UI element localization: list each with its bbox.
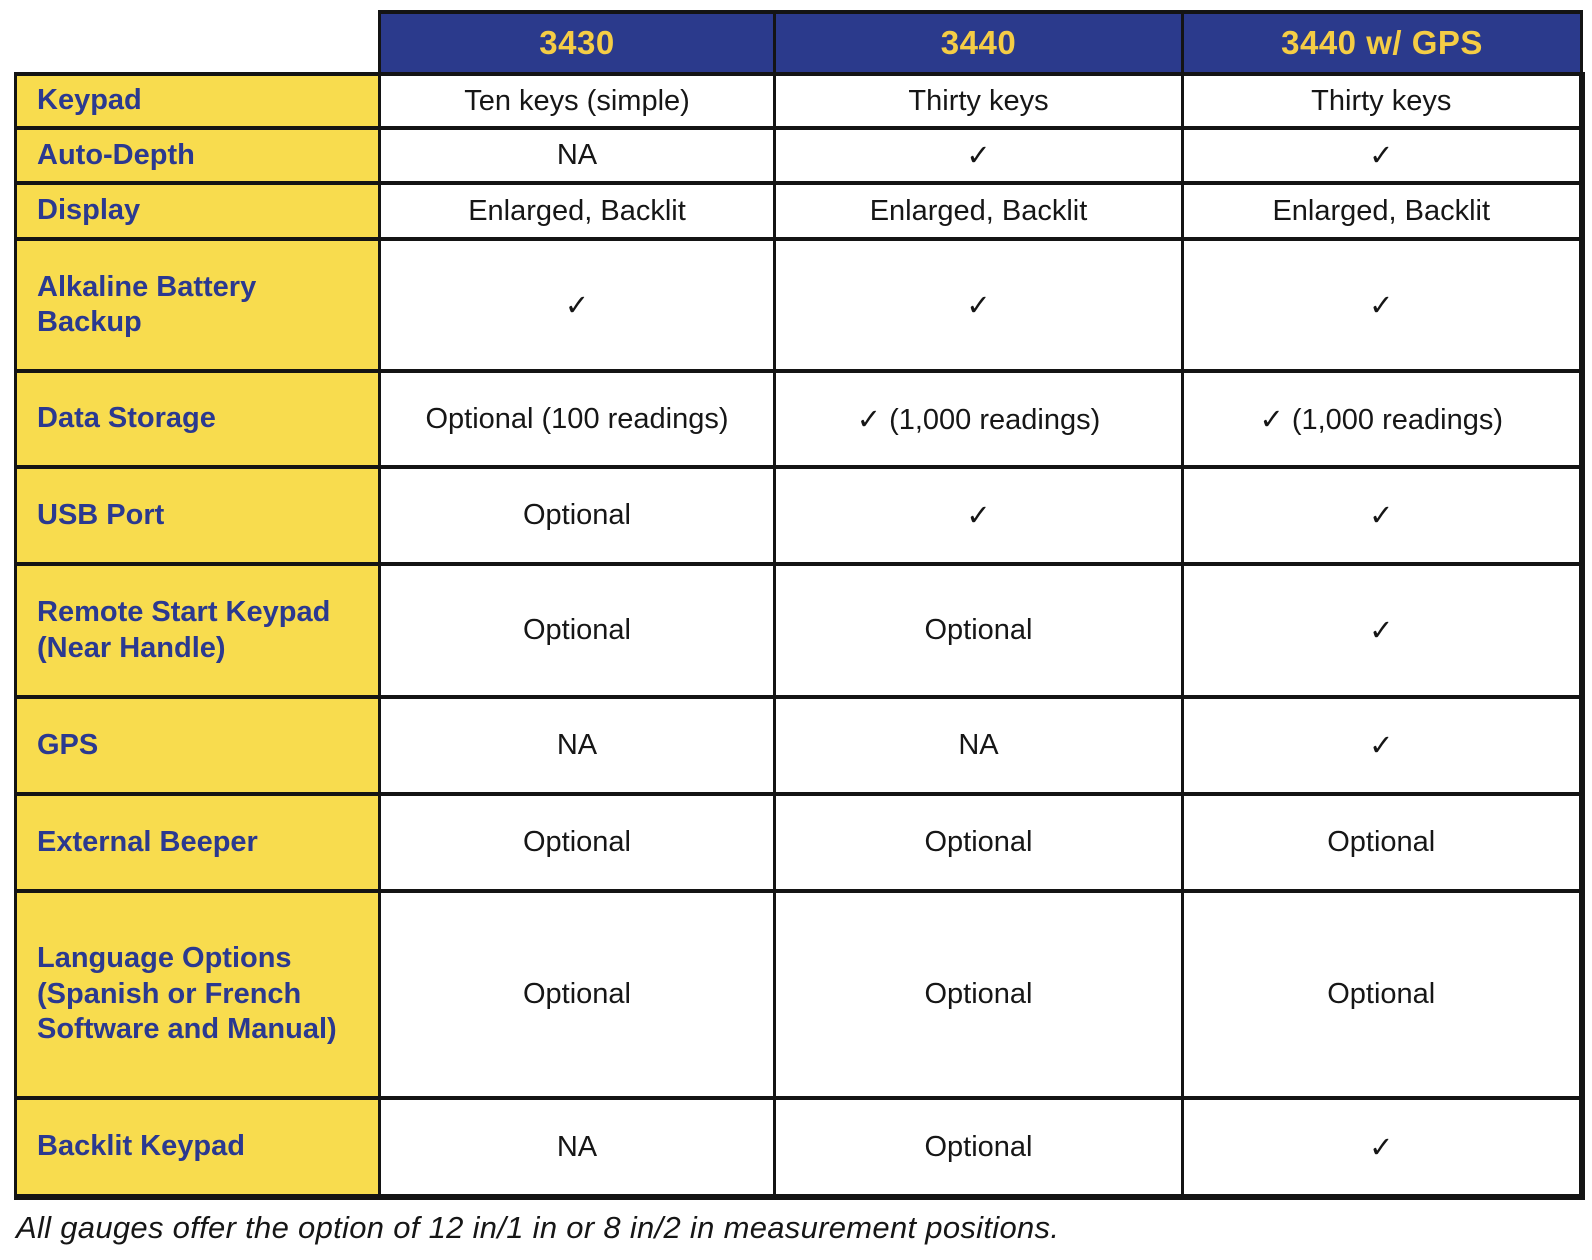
feature-label: Keypad: [14, 72, 381, 130]
table-row: USB Port Optional ✓ ✓: [14, 465, 1585, 566]
column-header-3430: 3430: [378, 10, 776, 76]
value-cell: Optional: [773, 889, 1184, 1100]
feature-label: Auto-Depth: [14, 126, 381, 185]
value-cell: Ten keys (simple): [378, 72, 776, 130]
feature-label: Remote Start Keypad (Near Handle): [14, 562, 381, 699]
value-cell: ✓: [1181, 237, 1585, 373]
value-cell: ✓: [773, 126, 1184, 185]
value-cell: ✓: [378, 237, 776, 373]
footnote: All gauges offer the option of 12 in/1 i…: [16, 1210, 1060, 1245]
value-cell: Optional: [378, 889, 776, 1100]
value-cell: ✓: [1181, 695, 1585, 796]
value-cell: NA: [378, 126, 776, 185]
feature-label: External Beeper: [14, 792, 381, 893]
feature-label: Alkaline Battery Backup: [14, 237, 381, 373]
value-cell: Enlarged, Backlit: [1181, 181, 1585, 241]
table-row: Display Enlarged, Backlit Enlarged, Back…: [14, 181, 1585, 241]
table-row: Keypad Ten keys (simple) Thirty keys Thi…: [14, 72, 1585, 130]
value-cell: ✓: [1181, 562, 1585, 699]
value-cell: NA: [378, 695, 776, 796]
table-row: Remote Start Keypad (Near Handle) Option…: [14, 562, 1585, 699]
value-cell: Enlarged, Backlit: [378, 181, 776, 241]
value-cell: Optional: [1181, 889, 1585, 1100]
header-row: 3430 3440 3440 w/ GPS: [15, 10, 1583, 76]
value-cell: Optional: [1181, 792, 1585, 893]
table-row: Auto-Depth NA ✓ ✓: [14, 126, 1585, 185]
value-cell: NA: [773, 695, 1184, 796]
value-cell: Optional (100 readings): [378, 369, 776, 469]
feature-label: GPS: [14, 695, 381, 796]
value-cell: ✓: [1181, 1096, 1585, 1200]
value-cell: Thirty keys: [1181, 72, 1585, 130]
table-row: Backlit Keypad NA Optional ✓: [14, 1096, 1585, 1200]
value-cell: ✓: [773, 465, 1184, 566]
comparison-table: 3430 3440 3440 w/ GPS Keypad Ten keys (s…: [14, 10, 1585, 1200]
feature-label: Display: [14, 181, 381, 241]
feature-label: Backlit Keypad: [14, 1096, 381, 1200]
table-row: External Beeper Optional Optional Option…: [14, 792, 1585, 893]
value-cell: ✓ (1,000 readings): [773, 369, 1184, 469]
table-row: GPS NA NA ✓: [14, 695, 1585, 796]
table-row: Data Storage Optional (100 readings) ✓ (…: [14, 369, 1585, 469]
value-cell: ✓: [773, 237, 1184, 373]
value-cell: NA: [378, 1096, 776, 1200]
value-cell: Optional: [773, 792, 1184, 893]
value-cell: Optional: [378, 562, 776, 699]
value-cell: Optional: [378, 465, 776, 566]
value-cell: Optional: [378, 792, 776, 893]
value-cell: Optional: [773, 562, 1184, 699]
value-cell: ✓: [1181, 126, 1585, 185]
value-cell: Thirty keys: [773, 72, 1184, 130]
column-header-3440: 3440: [773, 10, 1184, 76]
value-cell: Optional: [773, 1096, 1184, 1200]
spec-comparison-page: 3430 3440 3440 w/ GPS Keypad Ten keys (s…: [0, 10, 1592, 1260]
feature-label: USB Port: [14, 465, 381, 566]
feature-label: Data Storage: [14, 369, 381, 469]
feature-label: Language Options (Spanish or French Soft…: [14, 889, 381, 1100]
value-cell: Enlarged, Backlit: [773, 181, 1184, 241]
table-row: Alkaline Battery Backup ✓ ✓ ✓: [14, 237, 1585, 373]
value-cell: ✓: [1181, 465, 1585, 566]
corner-cell: [15, 12, 380, 74]
column-header-3440-gps: 3440 w/ GPS: [1181, 10, 1583, 76]
table-row: Language Options (Spanish or French Soft…: [14, 889, 1585, 1100]
value-cell: ✓ (1,000 readings): [1181, 369, 1585, 469]
